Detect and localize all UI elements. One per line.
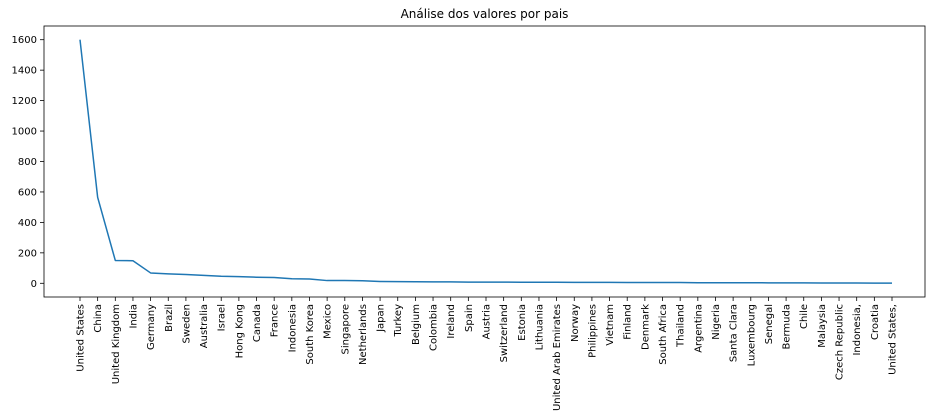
x-tick-label: India xyxy=(128,304,139,329)
x-tick-label: Switzerland xyxy=(499,304,510,362)
x-tick-label: Argentina xyxy=(693,304,704,353)
x-tick-label: United States, xyxy=(888,304,899,375)
y-tick-label: 200 xyxy=(18,248,37,259)
x-tick-label: Netherlands xyxy=(358,304,369,365)
x-tick-label: Turkey xyxy=(393,304,404,338)
y-tick-label: 1600 xyxy=(12,35,37,46)
x-tick-label: Chile xyxy=(799,304,810,329)
x-tick-label: Philippines xyxy=(587,304,598,358)
y-tick-label: 1000 xyxy=(12,127,37,138)
x-tick-label: Japan xyxy=(376,304,387,333)
x-tick-label: United States xyxy=(76,304,87,372)
x-tick-label: Bermuda xyxy=(782,304,793,350)
y-tick-label: 600 xyxy=(18,187,37,198)
x-tick-label: Indonesia, xyxy=(852,304,863,356)
x-tick-label: Nigeria xyxy=(711,304,722,340)
x-tick-label: Norway xyxy=(570,304,581,342)
x-tick-label: Thailand xyxy=(676,304,687,348)
x-axis: United States China United Kingdom India Ger… xyxy=(76,297,899,411)
x-tick-label: Denmark xyxy=(640,304,651,350)
y-tick-label: 1400 xyxy=(12,66,37,77)
x-tick-label: Hong Kong xyxy=(234,304,245,358)
x-tick-label: Finland xyxy=(623,304,634,340)
y-tick-label: 400 xyxy=(18,218,37,229)
plot-frame xyxy=(43,25,926,298)
y-axis: 0 200 400 600 800 1000 1200 1400 1600 xyxy=(12,35,44,290)
x-tick-label: Belgium xyxy=(411,304,422,345)
chart-title: Análise dos valores por pais xyxy=(401,7,569,21)
x-tick-label: Australia xyxy=(199,304,210,348)
x-tick-label: Malaysia xyxy=(817,304,828,348)
y-tick-label: 0 xyxy=(31,279,37,290)
x-tick-label: Santa Clara xyxy=(729,304,740,362)
x-tick-label: Indonesia xyxy=(287,304,298,352)
x-tick-label: Spain xyxy=(464,304,475,332)
x-tick-label: Austria xyxy=(482,304,493,339)
x-tick-label: Luxembourg xyxy=(746,304,757,366)
x-tick-label: South Africa xyxy=(658,304,669,365)
x-tick-label: Sweden xyxy=(181,304,192,344)
x-tick-label: Vietnam xyxy=(605,304,616,346)
x-tick-label: China xyxy=(93,304,104,333)
x-tick-label: Colombia xyxy=(429,304,440,351)
x-tick-label: Senegal xyxy=(764,304,775,344)
series-line xyxy=(79,39,892,284)
x-tick-label: Lithuania xyxy=(534,304,545,350)
x-tick-label: Croatia xyxy=(870,304,881,340)
x-tick-label: France xyxy=(270,304,281,337)
x-tick-label: Mexico xyxy=(323,304,334,339)
x-tick-label: Israel xyxy=(217,304,228,331)
y-tick-label: 1200 xyxy=(12,96,37,107)
x-tick-label: Czech Republic xyxy=(835,304,846,380)
x-tick-label: Germany xyxy=(146,304,157,350)
x-tick-label: Ireland xyxy=(446,304,457,339)
x-tick-label: Brazil xyxy=(164,304,175,332)
x-tick-label: United Arab Emirates xyxy=(552,304,563,411)
y-tick-label: 800 xyxy=(18,157,37,168)
x-tick-label: Singapore xyxy=(340,304,351,354)
x-tick-label: United Kingdom xyxy=(111,304,122,384)
x-tick-label: Canada xyxy=(252,304,263,342)
x-tick-label: South Korea xyxy=(305,304,316,365)
series-layer xyxy=(79,39,893,284)
x-tick-label: Estonia xyxy=(517,304,528,341)
